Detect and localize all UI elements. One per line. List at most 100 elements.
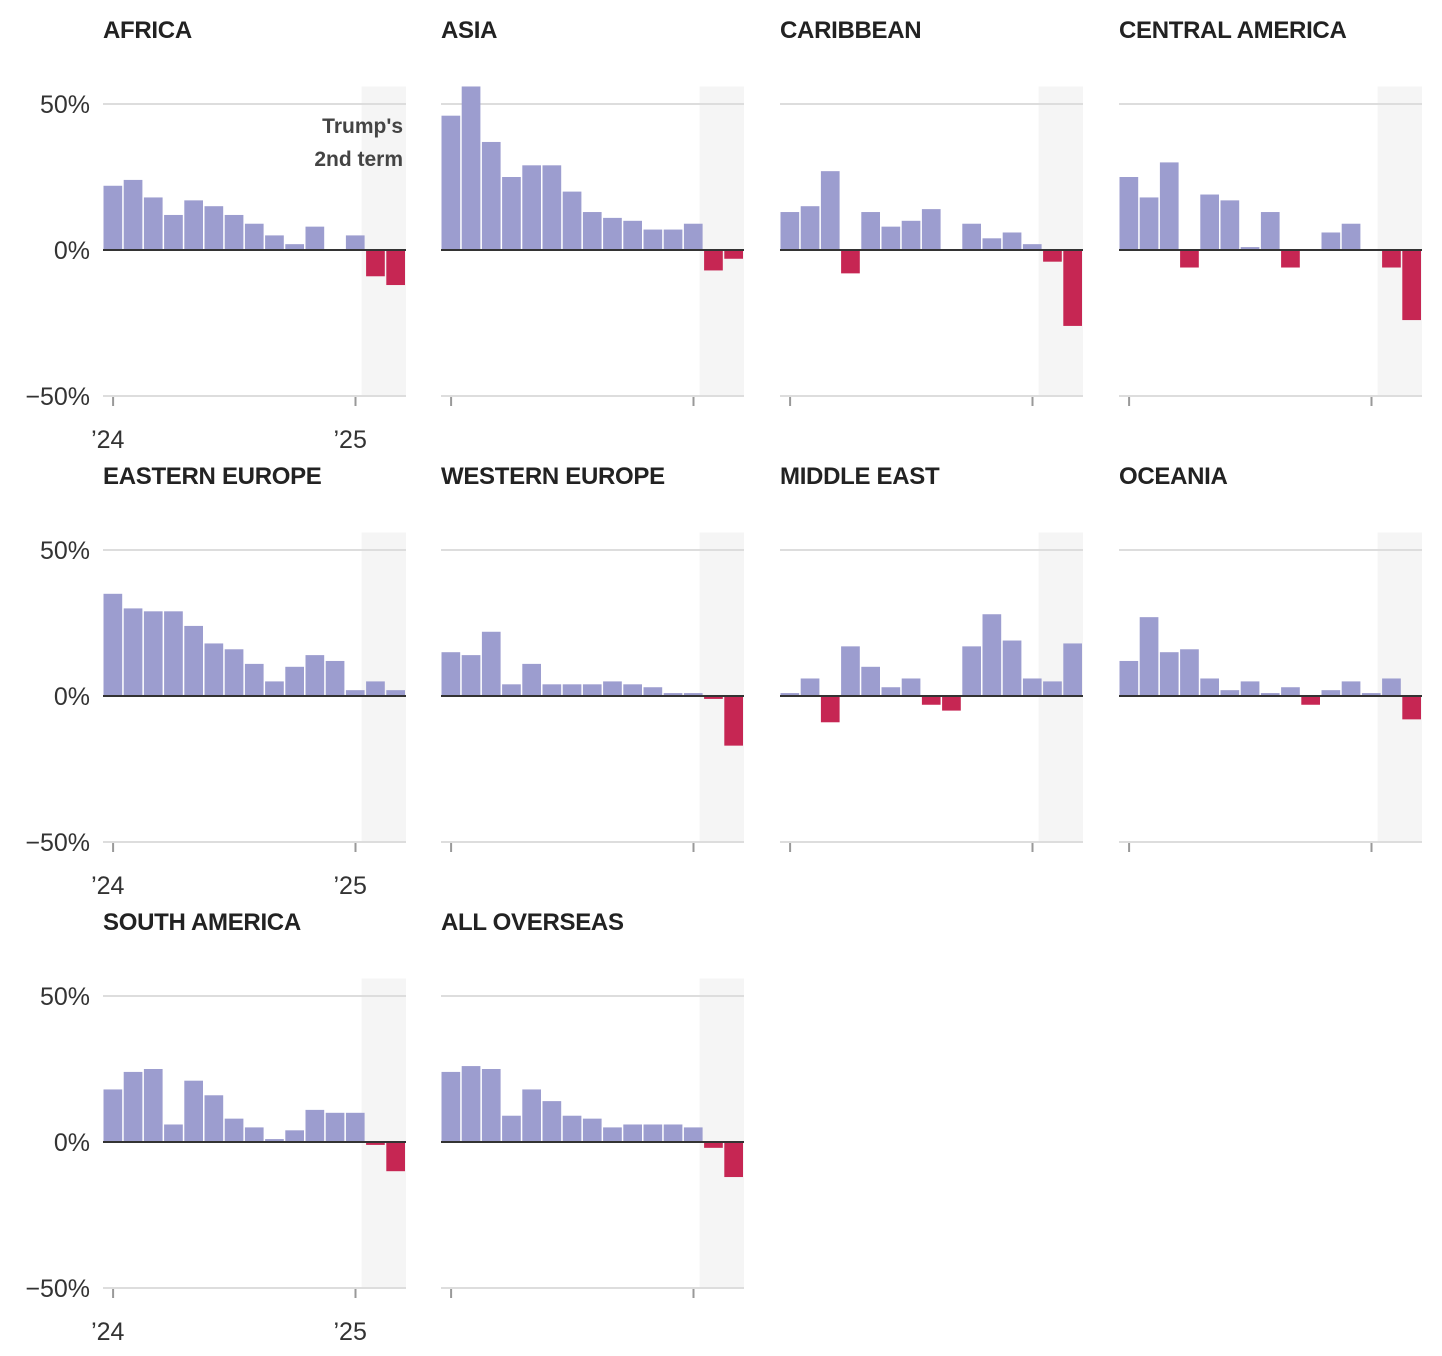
bar-jul-2024 [224, 1118, 244, 1142]
bar-jul-2024 [901, 678, 921, 696]
bar-jun-2024 [881, 687, 901, 696]
panel-title: CENTRAL AMERICA [1119, 17, 1347, 44]
bar-nov-2024 [305, 1109, 325, 1142]
bar-nov-2024 [643, 1124, 663, 1142]
bar-mar-2025 [386, 1142, 405, 1172]
bar-mar-2024 [1159, 652, 1179, 696]
bar-feb-2024 [800, 206, 820, 250]
bar-jan-2025 [683, 693, 703, 696]
x-tick-label: ’24 [91, 872, 124, 900]
bar-jan-2024 [103, 1089, 123, 1142]
bar-jul-2024 [562, 684, 582, 696]
bar-feb-2025 [1043, 250, 1062, 262]
bar-feb-2025 [704, 1142, 723, 1148]
bar-mar-2025 [724, 250, 743, 259]
bar-sep-2024 [942, 696, 961, 711]
bar-may-2024 [184, 200, 203, 250]
bar-mar-2025 [1402, 250, 1421, 321]
bar-jul-2024 [1240, 681, 1260, 696]
bar-jun-2024 [204, 1095, 224, 1142]
bar-jul-2024 [224, 214, 244, 250]
bar-oct-2024 [285, 666, 304, 696]
bar-sep-2024 [265, 681, 284, 696]
bar-apr-2024 [164, 1124, 183, 1142]
panel-asia: ASIA [441, 17, 744, 406]
bar-feb-2025 [366, 681, 385, 696]
x-tick-label: ’25 [334, 872, 367, 900]
panel-western-europe: WESTERN EUROPE [441, 463, 744, 852]
bar-aug-2024 [244, 223, 264, 250]
bar-may-2024 [522, 165, 541, 250]
bar-feb-2025 [1043, 681, 1062, 696]
bar-dec-2024 [663, 693, 683, 696]
annotation-trumps-2nd-term: Trump's [322, 115, 403, 138]
bar-feb-2024 [461, 1066, 481, 1142]
bar-aug-2024 [244, 663, 264, 696]
panel-title: MIDDLE EAST [780, 463, 940, 490]
bar-apr-2024 [1180, 250, 1199, 268]
panel-south-america: SOUTH AMERICA 50% 0% −50%’24 ’25 [25, 909, 406, 1346]
bar-nov-2024 [643, 687, 663, 696]
bar-apr-2024 [164, 214, 183, 250]
bar-jan-2025 [345, 235, 365, 250]
y-tick-label: −50% [25, 383, 90, 411]
panel-title: ALL OVERSEAS [441, 909, 624, 936]
panel-title: ASIA [441, 17, 497, 44]
bar-sep-2024 [1281, 687, 1300, 696]
bar-may-2024 [861, 666, 880, 696]
bar-aug-2024 [921, 696, 941, 705]
bar-nov-2024 [643, 229, 663, 250]
bar-jul-2024 [562, 1115, 582, 1142]
bar-jan-2025 [1022, 244, 1042, 250]
bar-aug-2024 [921, 209, 941, 250]
bar-feb-2024 [1139, 617, 1159, 696]
bar-oct-2024 [285, 244, 304, 250]
bar-feb-2025 [704, 696, 723, 699]
bar-may-2024 [522, 663, 541, 696]
y-tick-label: 50% [40, 537, 90, 565]
second-term-shading [1038, 86, 1083, 396]
bar-may-2024 [184, 625, 203, 696]
panel-title: EASTERN EUROPE [103, 463, 322, 490]
bar-oct-2024 [962, 646, 981, 696]
bar-aug-2024 [582, 212, 602, 250]
bar-jul-2024 [224, 649, 244, 696]
bar-jan-2024 [780, 212, 800, 250]
bar-oct-2024 [285, 1130, 304, 1142]
bar-feb-2024 [123, 179, 143, 250]
bar-apr-2024 [502, 684, 521, 696]
bar-may-2024 [522, 1089, 541, 1142]
bar-jan-2024 [103, 593, 123, 696]
bar-aug-2024 [1260, 212, 1280, 250]
panel-central-america: CENTRAL AMERICA [1119, 17, 1422, 406]
bar-aug-2024 [1260, 693, 1280, 696]
bar-apr-2024 [1180, 649, 1199, 696]
bar-mar-2025 [1063, 250, 1082, 326]
bar-may-2024 [184, 1080, 203, 1142]
bar-dec-2024 [1002, 640, 1022, 696]
bar-sep-2024 [603, 1127, 622, 1142]
bar-jan-2025 [1022, 678, 1042, 696]
bar-aug-2024 [244, 1127, 264, 1142]
bar-sep-2024 [265, 1139, 284, 1142]
bar-jan-2024 [441, 652, 461, 696]
bar-jan-2025 [345, 1112, 365, 1142]
second-term-shading [1377, 86, 1422, 396]
bar-feb-2024 [800, 678, 820, 696]
bar-nov-2024 [1321, 232, 1341, 250]
bar-mar-2025 [724, 1142, 743, 1178]
second-term-shading [361, 978, 406, 1288]
bar-apr-2024 [164, 611, 183, 696]
y-tick-label: −50% [25, 1275, 90, 1303]
bar-nov-2024 [982, 614, 1002, 696]
bar-dec-2024 [663, 1124, 683, 1142]
bar-jun-2024 [1220, 200, 1240, 250]
bar-feb-2025 [366, 250, 385, 277]
bar-oct-2024 [623, 684, 642, 696]
bar-jun-2024 [542, 1101, 562, 1142]
bar-jul-2024 [901, 220, 921, 250]
bar-nov-2024 [982, 238, 1002, 250]
bar-dec-2024 [1341, 681, 1361, 696]
bar-mar-2024 [481, 631, 501, 696]
